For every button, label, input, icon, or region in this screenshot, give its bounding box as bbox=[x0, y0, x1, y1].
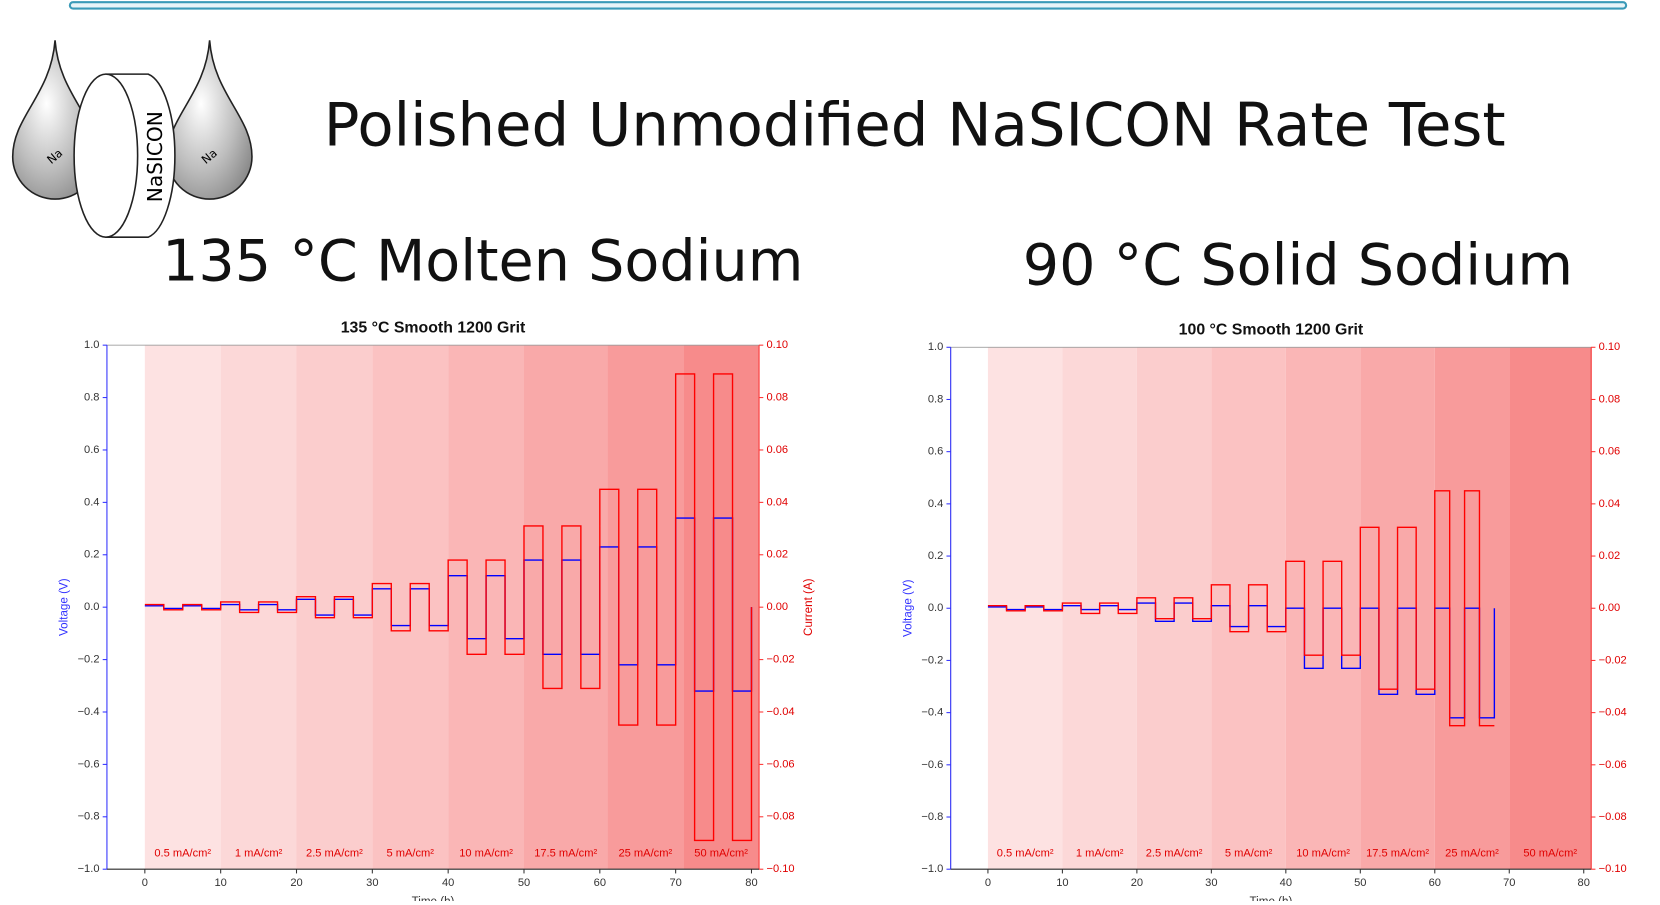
band-label: 1 mA/cm² bbox=[235, 847, 283, 859]
y2-tick-label: 0.08 bbox=[1599, 393, 1621, 405]
y2-tick-label: 0.02 bbox=[1599, 550, 1621, 562]
x-tick-label: 10 bbox=[1056, 877, 1068, 889]
band-label: 0.5 mA/cm² bbox=[997, 847, 1054, 859]
chart: 0.5 mA/cm² 1 mA/cm² 2.5 mA/cm² 5 mA/cm² 10 m… bbox=[58, 319, 815, 901]
icon: Na NaSICON Na bbox=[13, 40, 252, 237]
y-tick-label: 1.0 bbox=[84, 339, 99, 351]
y-tick-label: 0.8 bbox=[84, 392, 99, 404]
y-tick-label: −0.2 bbox=[78, 654, 100, 666]
band-label: 2.5 mA/cm² bbox=[1146, 847, 1203, 859]
x-tick-label: 60 bbox=[594, 877, 606, 889]
x-tick-label: 30 bbox=[1205, 877, 1217, 889]
y-tick-label: −0.8 bbox=[921, 811, 943, 823]
x-tick-label: 0 bbox=[142, 877, 148, 889]
y2-tick-label: −0.02 bbox=[766, 654, 794, 666]
y2-tick-label: 0.06 bbox=[766, 444, 788, 456]
y2-tick-label: −0.08 bbox=[1599, 811, 1627, 823]
y-tick-label: 0.0 bbox=[928, 602, 943, 614]
y-tick-label: 1.0 bbox=[928, 341, 943, 353]
y-tick-label: −0.4 bbox=[921, 707, 943, 719]
y2-tick-label: 0.00 bbox=[1599, 602, 1621, 614]
band-label: 2.5 mA/cm² bbox=[306, 847, 363, 859]
y2-tick-label: −0.06 bbox=[1599, 759, 1627, 771]
band-label: 17.5 mA/cm² bbox=[1366, 847, 1429, 859]
y2-tick-label: 0.06 bbox=[1599, 446, 1621, 458]
y-tick-label: −0.6 bbox=[921, 759, 943, 771]
y2-tick-label: −0.10 bbox=[1599, 863, 1627, 875]
x-tick-label: 80 bbox=[1578, 877, 1590, 889]
band-label: 1 mA/cm² bbox=[1076, 847, 1124, 859]
y-tick-label: 0.6 bbox=[84, 444, 99, 456]
y-tick-label: 0.0 bbox=[84, 601, 99, 613]
y2-tick-label: 0.00 bbox=[766, 601, 788, 613]
y-axis-title: Voltage (V) bbox=[901, 579, 914, 637]
x-tick-label: 70 bbox=[1503, 877, 1515, 889]
x-tick-label: 20 bbox=[290, 877, 302, 889]
band-label: 0.5 mA/cm² bbox=[154, 847, 211, 859]
y2-axis-title: Current (A) bbox=[802, 578, 815, 636]
x-tick-label: 80 bbox=[745, 877, 757, 889]
y-tick-label: 0.8 bbox=[928, 393, 943, 405]
band-label: 25 mA/cm² bbox=[618, 847, 672, 859]
y2-tick-label: 0.04 bbox=[1599, 498, 1621, 510]
y2-tick-label: −0.04 bbox=[1599, 707, 1627, 719]
y-tick-label: −1.0 bbox=[921, 863, 943, 875]
slide-title: Polished Unmodified NaSICON Rate Test bbox=[324, 90, 1506, 159]
y-tick-label: −0.8 bbox=[78, 811, 100, 823]
x-tick-label: 0 bbox=[985, 877, 991, 889]
y-tick-label: −0.6 bbox=[78, 758, 100, 770]
band-label: 25 mA/cm² bbox=[1445, 847, 1499, 859]
y-tick-label: 0.4 bbox=[928, 498, 943, 510]
band-label: 10 mA/cm² bbox=[1296, 847, 1350, 859]
band-label: 10 mA/cm² bbox=[459, 847, 513, 859]
x-tick-label: 40 bbox=[1280, 877, 1292, 889]
slide: Na NaSICON Na Polished Unmodified NaSICO… bbox=[0, 0, 1660, 901]
band-label: 50 mA/cm² bbox=[1523, 847, 1577, 859]
y-axis-title: Voltage (V) bbox=[58, 578, 71, 636]
y-tick-label: −1.0 bbox=[78, 863, 100, 875]
y-tick-label: 0.2 bbox=[928, 550, 943, 562]
y2-tick-label: −0.08 bbox=[766, 811, 794, 823]
rate-band bbox=[524, 345, 607, 869]
band-label: 5 mA/cm² bbox=[386, 847, 434, 859]
x-tick-label: 60 bbox=[1429, 877, 1441, 889]
y2-tick-label: −0.02 bbox=[1599, 654, 1627, 666]
y-tick-label: 0.6 bbox=[928, 446, 943, 458]
panel-subtitle: 135 °C Molten Sodium bbox=[162, 228, 803, 294]
x-tick-label: 50 bbox=[1354, 877, 1366, 889]
x-tick-label: 70 bbox=[669, 877, 681, 889]
drop-right bbox=[167, 40, 252, 199]
x-axis-title: Time (h) bbox=[1250, 895, 1293, 901]
chart-title: 100 °C Smooth 1200 Grit bbox=[1179, 322, 1364, 339]
y2-tick-label: −0.04 bbox=[766, 706, 794, 718]
x-tick-label: 10 bbox=[214, 877, 226, 889]
rate-band bbox=[1509, 347, 1591, 869]
y-tick-label: 0.2 bbox=[84, 549, 99, 561]
cylinder-face bbox=[74, 74, 138, 237]
x-tick-label: 50 bbox=[518, 877, 530, 889]
icon-label: NaSICON bbox=[143, 111, 167, 202]
y-tick-label: −0.4 bbox=[78, 706, 100, 718]
y2-tick-label: −0.10 bbox=[766, 863, 794, 875]
y2-tick-label: −0.06 bbox=[766, 758, 794, 770]
chart-title: 135 °C Smooth 1200 Grit bbox=[341, 319, 526, 336]
top-rule bbox=[70, 2, 1626, 8]
y2-tick-label: 0.10 bbox=[766, 339, 788, 351]
band-label: 50 mA/cm² bbox=[694, 847, 748, 859]
y-tick-label: −0.2 bbox=[921, 654, 943, 666]
y2-tick-label: 0.02 bbox=[766, 549, 788, 561]
x-tick-label: 30 bbox=[366, 877, 378, 889]
y2-tick-label: 0.08 bbox=[766, 392, 788, 404]
y-tick-label: 0.4 bbox=[84, 496, 99, 508]
chart: 0.5 mA/cm² 1 mA/cm² 2.5 mA/cm² 5 mA/cm² 10 m… bbox=[901, 322, 1626, 901]
y2-tick-label: 0.04 bbox=[766, 496, 788, 508]
x-tick-label: 40 bbox=[442, 877, 454, 889]
x-tick-label: 20 bbox=[1131, 877, 1143, 889]
panel-subtitle: 90 °C Solid Sodium bbox=[1023, 233, 1573, 299]
band-label: 17.5 mA/cm² bbox=[534, 847, 597, 859]
band-label: 5 mA/cm² bbox=[1225, 847, 1273, 859]
x-axis-title: Time (h) bbox=[412, 895, 455, 901]
y2-tick-label: 0.10 bbox=[1599, 341, 1621, 353]
